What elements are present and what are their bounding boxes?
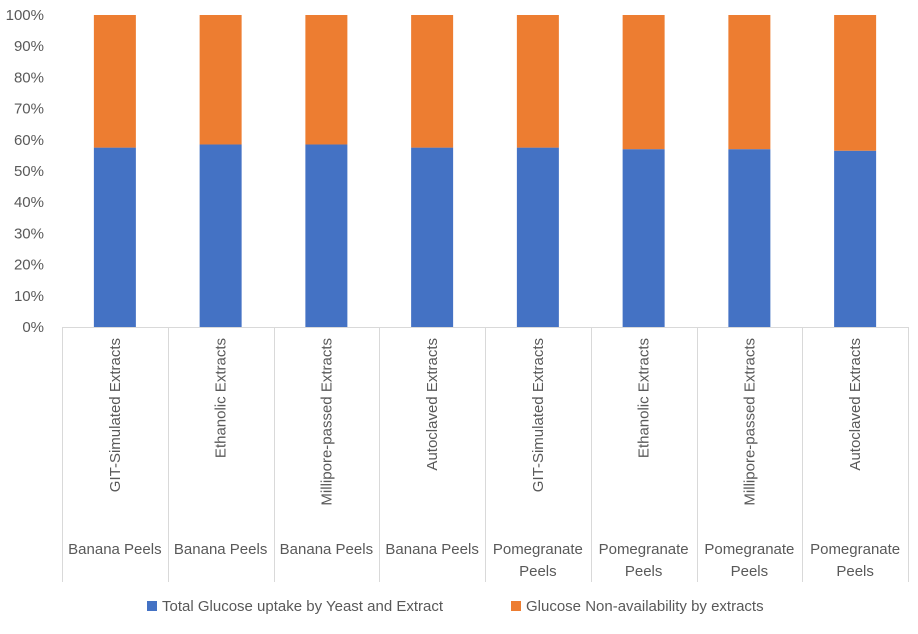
x-group-label: Banana Peels bbox=[385, 541, 478, 558]
x-group-label: Banana Peels bbox=[68, 541, 161, 558]
y-tick-label: 70% bbox=[14, 101, 44, 118]
bar-segment-non-availability bbox=[305, 15, 348, 145]
y-tick-label: 10% bbox=[14, 288, 44, 305]
bar-segment-non-availability bbox=[622, 15, 665, 150]
bar-segment-non-availability bbox=[834, 15, 877, 151]
x-group-label: Pomegranate Peels bbox=[810, 541, 900, 580]
legend-swatch bbox=[511, 601, 521, 611]
y-tick-label: 0% bbox=[22, 319, 44, 336]
x-category-label: Ethanolic Extracts bbox=[213, 338, 230, 458]
x-category-label: Ethanolic Extracts bbox=[636, 338, 653, 458]
y-tick-label: 60% bbox=[14, 132, 44, 149]
bar-segment-non-availability bbox=[411, 15, 454, 148]
x-group-label: Pomegranate Peels bbox=[599, 541, 689, 580]
bar-segment-uptake bbox=[728, 149, 771, 327]
x-group-label: Banana Peels bbox=[280, 541, 373, 558]
y-tick-label: 90% bbox=[14, 38, 44, 55]
x-category-label: GIT-Simulated Extracts bbox=[107, 338, 124, 492]
bar-segment-uptake bbox=[622, 149, 665, 327]
bar-segment-uptake bbox=[411, 147, 454, 327]
y-tick-label: 20% bbox=[14, 257, 44, 274]
legend-item-non-availability: Glucose Non-availability by extracts bbox=[526, 598, 764, 615]
bar-segment-non-availability bbox=[199, 15, 242, 145]
x-group-label: Pomegranate Peels bbox=[704, 541, 794, 580]
x-category-label: Autoclaved Extracts bbox=[424, 338, 441, 471]
y-tick-label: 80% bbox=[14, 69, 44, 86]
y-tick-label: 50% bbox=[14, 163, 44, 180]
y-tick-label: 30% bbox=[14, 225, 44, 242]
x-group-label: Banana Peels bbox=[174, 541, 267, 558]
x-category-label: Millipore-passed Extracts bbox=[741, 338, 758, 506]
x-category-label: GIT-Simulated Extracts bbox=[530, 338, 547, 492]
bar-segment-uptake bbox=[199, 144, 242, 327]
x-category-label: Millipore-passed Extracts bbox=[318, 338, 335, 506]
y-tick-label: 100% bbox=[6, 7, 44, 24]
bar-segment-non-availability bbox=[516, 15, 559, 148]
legend-swatch bbox=[147, 601, 157, 611]
bar-segment-uptake bbox=[93, 147, 136, 327]
y-tick-label: 40% bbox=[14, 194, 44, 211]
x-category-label: Autoclaved Extracts bbox=[847, 338, 864, 471]
bar-segment-uptake bbox=[834, 150, 877, 327]
x-group-label: Pomegranate Peels bbox=[493, 541, 583, 580]
bar-segment-non-availability bbox=[728, 15, 771, 150]
bar-segment-uptake bbox=[305, 144, 348, 327]
bar-segment-uptake bbox=[516, 147, 559, 327]
bar-segment-non-availability bbox=[93, 15, 136, 148]
legend-item-uptake: Total Glucose uptake by Yeast and Extrac… bbox=[162, 598, 444, 615]
